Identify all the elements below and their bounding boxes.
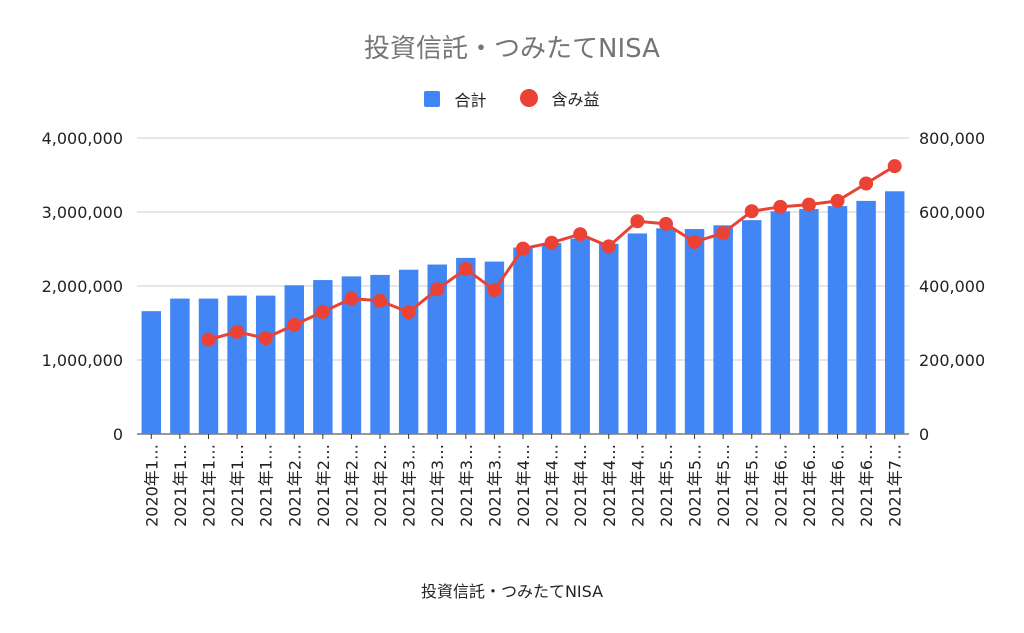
x-tick-label: 2021年5… bbox=[714, 444, 733, 527]
bar bbox=[513, 247, 533, 434]
x-tick-label: 2021年3… bbox=[428, 444, 447, 527]
y-tick-label-left: 4,000,000 bbox=[42, 129, 123, 148]
y-tick-label-right: 400,000 bbox=[919, 277, 985, 296]
bar bbox=[198, 298, 219, 434]
unrealized-gain-point bbox=[430, 282, 445, 297]
x-tick-label: 2021年1… bbox=[228, 444, 247, 527]
y-tick-label-right: 800,000 bbox=[919, 129, 985, 148]
x-tick-label: 2021年6… bbox=[829, 444, 848, 527]
unrealized-gain-point bbox=[258, 331, 273, 346]
bar bbox=[627, 233, 648, 434]
chart-title: 投資信託・つみたてNISA bbox=[364, 34, 660, 64]
bar bbox=[170, 298, 190, 434]
x-tick-label: 2021年3… bbox=[485, 444, 504, 527]
x-tick-label: 2021年4… bbox=[514, 444, 533, 527]
y-tick-label-left: 0 bbox=[113, 425, 123, 444]
unrealized-gain-point bbox=[687, 234, 702, 249]
x-tick-label: 2021年4… bbox=[628, 444, 647, 527]
x-tick-label: 2021年4… bbox=[600, 444, 619, 527]
unrealized-gain-point bbox=[230, 324, 245, 339]
unrealized-gain-point bbox=[201, 332, 216, 347]
unrealized-gain-point bbox=[315, 304, 330, 319]
legend-swatch-unrealized-gain bbox=[519, 89, 538, 107]
x-tick-label: 2021年6… bbox=[771, 444, 790, 527]
legend-label-total: 合計 bbox=[454, 91, 487, 110]
bar bbox=[284, 285, 304, 434]
y-tick-label-right: 600,000 bbox=[919, 203, 985, 222]
unrealized-gain-point bbox=[830, 193, 845, 208]
bar bbox=[370, 274, 390, 434]
legend-item-total: 合計 bbox=[424, 87, 486, 111]
unrealized-gain-point bbox=[859, 176, 874, 191]
unrealized-gain-point bbox=[744, 204, 759, 219]
legend-swatch-total bbox=[424, 91, 441, 107]
bar bbox=[656, 228, 676, 434]
bar bbox=[427, 264, 447, 434]
bar bbox=[684, 229, 705, 434]
bar bbox=[770, 211, 791, 434]
x-tick-label: 2021年5… bbox=[657, 444, 676, 527]
x-axis-title: 投資信託・つみたてNISA bbox=[420, 582, 604, 601]
unrealized-gain-point bbox=[887, 159, 902, 174]
unrealized-gain-point bbox=[658, 216, 673, 231]
unrealized-gain-point bbox=[773, 199, 788, 214]
unrealized-gain-point bbox=[801, 197, 816, 212]
bar bbox=[398, 269, 419, 434]
bar bbox=[141, 311, 162, 434]
bar bbox=[827, 206, 848, 434]
unrealized-gain-point bbox=[287, 317, 302, 332]
unrealized-gain-point bbox=[716, 226, 731, 241]
unrealized-gain-point bbox=[401, 305, 416, 320]
bar bbox=[313, 280, 333, 434]
legend-label-unrealized-gain: 含み益 bbox=[551, 90, 600, 109]
x-tick-label: 2021年1… bbox=[171, 444, 190, 527]
x-tick-label: 2021年1… bbox=[199, 444, 218, 527]
unrealized-gain-point bbox=[601, 239, 616, 254]
x-tick-label: 2021年6… bbox=[857, 444, 876, 527]
x-tick-label: 2021年4… bbox=[543, 444, 562, 527]
bar bbox=[227, 295, 247, 434]
unrealized-gain-point bbox=[373, 293, 388, 308]
x-tick-label: 2021年2… bbox=[342, 444, 361, 527]
unrealized-gain-point bbox=[516, 241, 530, 256]
unrealized-gain-point bbox=[458, 261, 473, 276]
bar bbox=[599, 243, 619, 434]
unrealized-gain-point bbox=[573, 227, 588, 242]
x-tick-label: 2021年2… bbox=[285, 444, 304, 527]
x-tick-label: 2021年3… bbox=[400, 444, 419, 527]
bar bbox=[856, 200, 876, 434]
x-tick-label: 2021年4… bbox=[571, 444, 590, 527]
x-tick-label: 2021年6… bbox=[800, 444, 819, 527]
bar bbox=[713, 225, 733, 434]
bar bbox=[742, 220, 762, 434]
x-tick-label: 2021年2… bbox=[371, 444, 390, 527]
y-tick-label-left: 1,000,000 bbox=[42, 351, 123, 370]
bar bbox=[484, 261, 505, 434]
x-tick-label: 2021年3… bbox=[457, 444, 476, 527]
unrealized-gain-point bbox=[630, 214, 645, 229]
x-tick-label: 2020年1… bbox=[142, 444, 161, 527]
y-tick-label-right: 0 bbox=[919, 425, 929, 444]
y-tick-label-left: 2,000,000 bbox=[42, 277, 123, 296]
y-tick-label-left: 3,000,000 bbox=[42, 203, 123, 222]
x-tick-label: 2021年5… bbox=[743, 444, 762, 527]
bar bbox=[541, 243, 562, 434]
x-tick-label: 2021年2… bbox=[314, 444, 333, 527]
unrealized-gain-point bbox=[487, 283, 502, 298]
x-tick-label: 2021年1… bbox=[257, 444, 276, 527]
bar bbox=[884, 191, 905, 434]
bar bbox=[799, 209, 819, 434]
x-tick-label: 2021年7… bbox=[886, 444, 905, 527]
x-tick-label: 2021年5… bbox=[686, 444, 705, 527]
y-tick-label-right: 200,000 bbox=[919, 351, 985, 370]
legend: 合計 含み益 bbox=[0, 86, 1024, 111]
bar bbox=[570, 238, 590, 434]
legend-item-unrealized-gain: 含み益 bbox=[519, 86, 600, 110]
unrealized-gain-point bbox=[544, 235, 559, 250]
bar bbox=[341, 276, 362, 434]
bar bbox=[255, 295, 276, 434]
bar bbox=[456, 257, 476, 434]
unrealized-gain-point bbox=[344, 291, 359, 306]
